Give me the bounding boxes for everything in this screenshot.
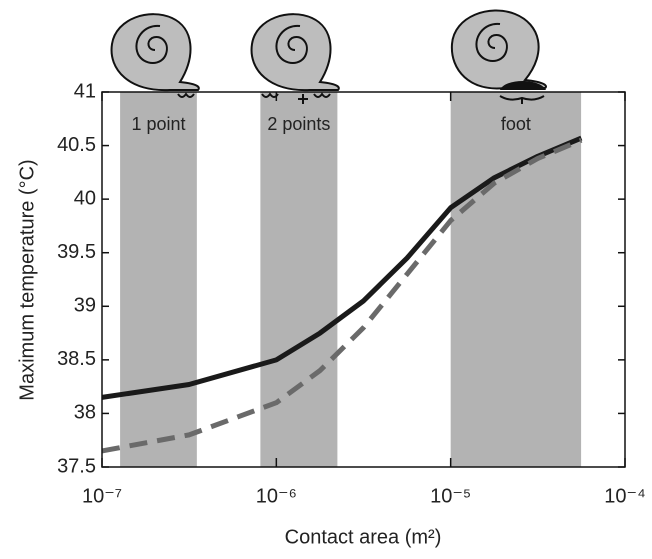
region-band	[450, 92, 582, 467]
region-band	[260, 92, 338, 467]
series-line	[101, 135, 583, 400]
y-tick-label: 40.5	[57, 134, 96, 156]
x-tick-label: 10⁻⁴	[604, 485, 645, 507]
x-tick-label: 10⁻⁶	[256, 485, 297, 507]
series-line	[101, 137, 583, 454]
lines	[101, 135, 583, 454]
region-label: 1 point	[131, 114, 185, 134]
y-tick-label: 37.5	[57, 455, 96, 477]
snail-icon	[110, 13, 200, 98]
bands: 1 point 2 points foot	[120, 92, 582, 467]
plot-frame	[101, 91, 626, 468]
snail-icon	[450, 9, 547, 104]
x-tick-label: 10⁻⁵	[430, 485, 471, 507]
y-axis-label: Maximum temperature (°C)	[16, 159, 38, 400]
region-band	[120, 92, 197, 467]
region-label: foot	[501, 114, 531, 134]
snail-icon	[250, 13, 340, 104]
y-tick-label: 39	[74, 295, 96, 317]
region-label: 2 points	[267, 114, 330, 134]
x-tick-label: 10⁻⁷	[82, 485, 122, 507]
y-tick-label: 38.5	[57, 348, 96, 370]
y-tick-label: 40	[74, 187, 96, 209]
y-tick-label: 41	[74, 80, 96, 102]
y-tick-label: 39.5	[57, 241, 96, 263]
y-tick-label: 38	[74, 402, 96, 424]
x-axis-label: Contact area (m²)	[285, 526, 442, 548]
